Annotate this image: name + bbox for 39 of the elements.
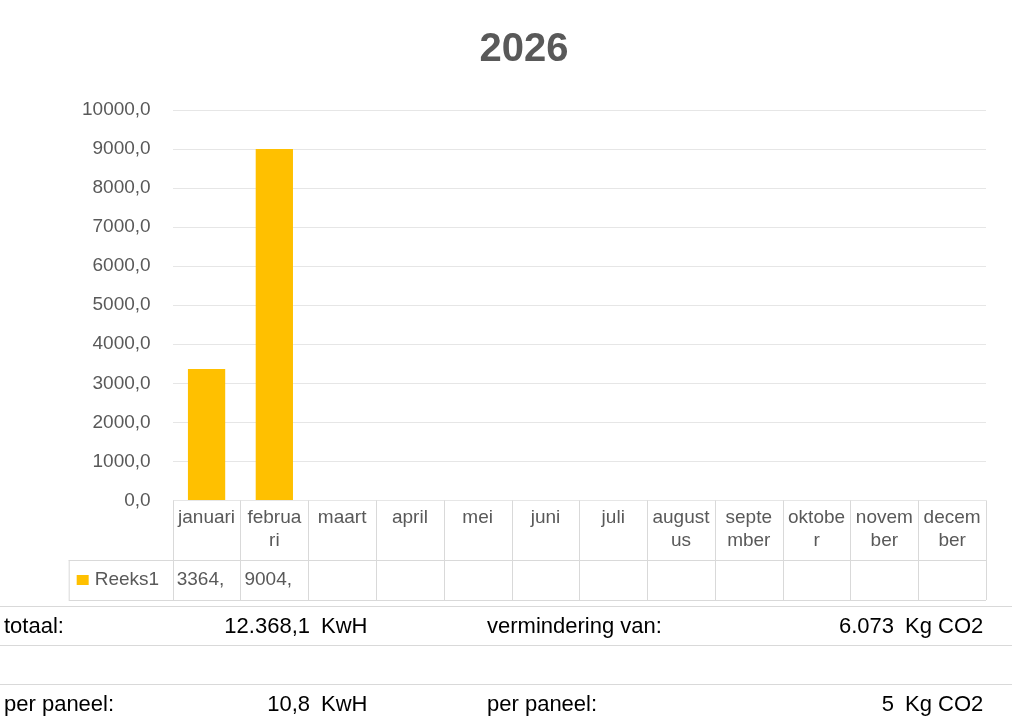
x-tick-label: juni	[529, 506, 561, 528]
x-tick-label: september	[725, 506, 773, 550]
x-tick-label: februari	[247, 506, 302, 550]
x-tick-label: november	[855, 506, 913, 550]
y-tick-label: 1000,0	[92, 449, 151, 471]
y-tick-label: 3000,0	[92, 371, 151, 393]
text: 12.368,1	[224, 613, 310, 639]
x-tick-label: april	[391, 506, 428, 528]
text: totaal:	[4, 613, 64, 639]
x-tick-label: maart	[317, 506, 368, 528]
y-tick-label: 10000,0	[81, 98, 151, 120]
y-tick-label: 0,0	[124, 488, 151, 510]
y-tick-label: 6000,0	[92, 254, 151, 276]
y-tick-label: 2000,0	[92, 410, 151, 432]
text: 10,8	[267, 691, 310, 717]
text: Kg CO2	[905, 691, 984, 717]
text: 5	[881, 691, 894, 717]
x-tick-label: mei	[462, 506, 493, 528]
y-tick-label: 5000,0	[92, 293, 151, 315]
x-tick-label: januari	[177, 506, 236, 528]
legend-label: Reeks1	[94, 568, 160, 590]
text: vermindering van:	[487, 613, 662, 639]
text: 6.073	[838, 613, 894, 639]
x-tick-label: oktober	[788, 506, 846, 550]
data-label: 9004,	[244, 568, 292, 590]
x-tick-label: juli	[600, 506, 625, 528]
text: per paneel:	[487, 691, 598, 717]
y-tick-label: 7000,0	[92, 215, 151, 237]
chart-title: 2026	[479, 25, 569, 70]
text: Kg CO2	[905, 613, 984, 639]
y-tick-label: 4000,0	[92, 332, 151, 354]
x-tick-label: december	[923, 506, 981, 550]
y-tick-label: 9000,0	[92, 137, 151, 159]
text: KwH	[321, 691, 368, 717]
text: KwH	[321, 613, 368, 639]
x-tick-label: augustus	[652, 506, 711, 550]
text: per paneel:	[4, 691, 115, 717]
y-tick-label: 8000,0	[92, 176, 151, 198]
data-label: 3364,	[176, 568, 225, 590]
